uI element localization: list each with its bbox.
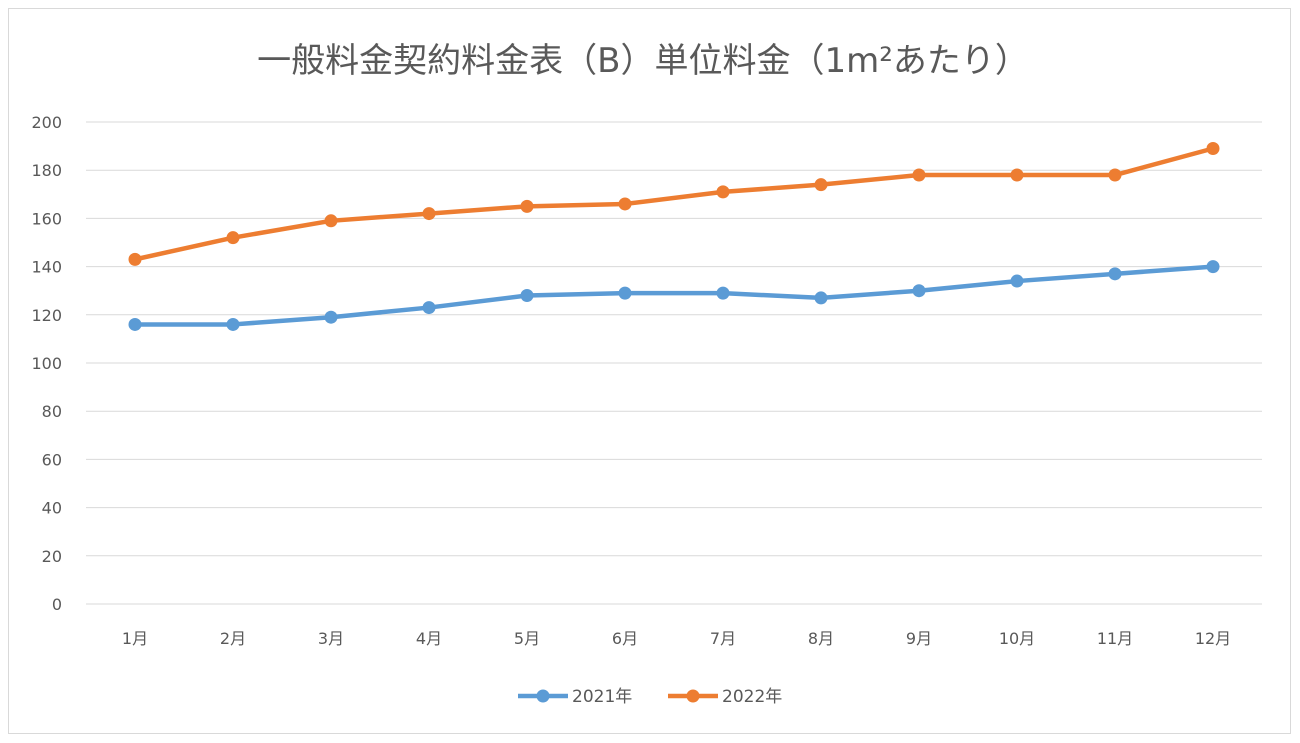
- data-point: [1108, 267, 1122, 281]
- x-tick-label: 4月: [416, 629, 442, 648]
- x-axis-ticks: 1月 2月 3月 4月 5月 6月 7月 8月 9月 10月 11月 12月: [122, 629, 1231, 648]
- series-line: [134, 146, 1214, 262]
- data-point: [520, 289, 534, 303]
- data-point: [422, 301, 436, 315]
- x-tick-label: 12月: [1195, 629, 1231, 648]
- legend-swatch-marker: [536, 689, 550, 703]
- chart-frame: [8, 8, 1291, 734]
- gridlines: [86, 121, 1262, 605]
- y-tick-label: 40: [42, 499, 62, 518]
- data-point: [324, 214, 338, 228]
- data-point: [1206, 142, 1220, 156]
- data-point: [1010, 274, 1024, 288]
- legend-label: 2021年: [572, 687, 632, 707]
- y-tick-label: 180: [31, 161, 62, 180]
- data-point: [226, 231, 240, 245]
- data-point: [912, 168, 926, 182]
- series-2021年: [128, 260, 1220, 331]
- data-point: [1010, 168, 1024, 182]
- y-tick-label: 80: [42, 402, 62, 421]
- legend-label: 2022年: [722, 687, 782, 707]
- y-tick-label: 100: [31, 354, 62, 373]
- y-tick-label: 20: [42, 547, 62, 566]
- legend-swatch-marker: [686, 689, 700, 703]
- series-line: [135, 264, 1214, 327]
- data-point: [128, 252, 142, 266]
- x-tick-label: 8月: [808, 629, 834, 648]
- data-point: [520, 199, 534, 213]
- data-point: [716, 286, 730, 300]
- x-tick-label: 6月: [612, 629, 638, 648]
- data-point: [618, 197, 632, 211]
- data-point: [814, 178, 828, 192]
- x-tick-label: 10月: [999, 629, 1035, 648]
- y-tick-label: 120: [31, 306, 62, 325]
- series-group: [128, 142, 1220, 331]
- data-point: [1108, 168, 1122, 182]
- chart-title: 一般料金契約料金表（B）単位料金（1m²あたり）: [257, 41, 1029, 81]
- y-tick-label: 0: [52, 595, 62, 614]
- x-tick-label: 7月: [710, 629, 736, 648]
- data-point: [128, 317, 142, 331]
- y-tick-label: 160: [31, 209, 62, 228]
- data-point: [226, 317, 240, 331]
- data-point: [422, 207, 436, 221]
- series-2022年: [128, 142, 1220, 266]
- y-tick-label: 140: [31, 258, 62, 277]
- x-tick-label: 1月: [122, 629, 148, 648]
- y-tick-label: 200: [31, 113, 62, 132]
- y-axis-ticks: 0 20 40 60 80 100 120 140 160 180 200: [31, 113, 62, 614]
- data-point: [1206, 260, 1220, 274]
- data-point: [814, 291, 828, 305]
- x-tick-label: 9月: [906, 629, 932, 648]
- x-tick-label: 5月: [514, 629, 540, 648]
- y-tick-label: 60: [42, 450, 62, 469]
- x-tick-label: 11月: [1097, 629, 1133, 648]
- data-point: [324, 310, 338, 324]
- data-point: [618, 286, 632, 300]
- data-point: [912, 284, 926, 298]
- x-tick-label: 3月: [318, 629, 344, 648]
- data-point: [716, 185, 730, 199]
- x-tick-label: 2月: [220, 629, 246, 648]
- legend: 2021年 2022年: [518, 687, 782, 707]
